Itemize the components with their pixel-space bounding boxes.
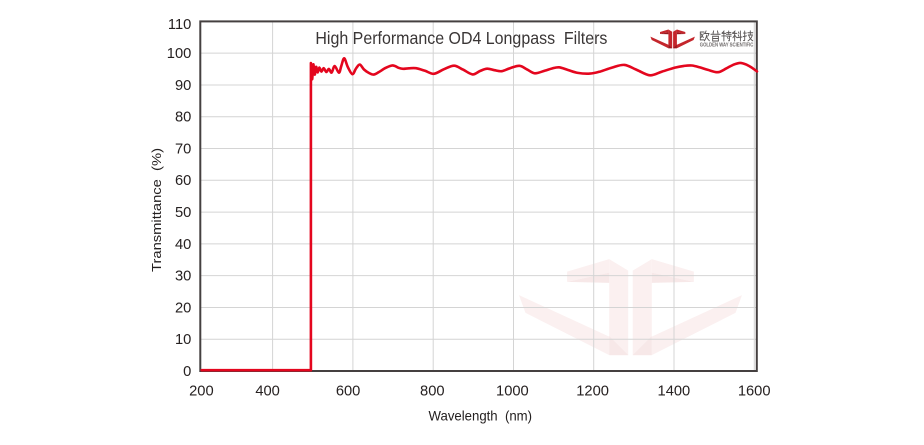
svg-text:1600: 1600 [738,384,771,400]
svg-text:10: 10 [175,332,191,348]
svg-text:GOLDEN WAY SCIENTIFIC: GOLDEN WAY SCIENTIFIC [700,43,754,49]
svg-text:100: 100 [167,46,192,62]
svg-text:400: 400 [255,384,280,400]
svg-text:0: 0 [183,364,191,380]
svg-text:1000: 1000 [496,384,529,400]
svg-text:90: 90 [175,78,191,94]
svg-text:600: 600 [336,384,361,400]
svg-text:20: 20 [175,300,191,316]
svg-text:Wavelength (nm): Wavelength (nm) [429,408,533,423]
svg-text:80: 80 [175,110,191,126]
svg-text:50: 50 [175,205,191,221]
svg-text:110: 110 [168,17,191,33]
svg-text:1200: 1200 [576,384,609,400]
svg-text:Transmittance (%): Transmittance (%) [149,148,164,272]
svg-text:70: 70 [175,141,191,157]
svg-text:High Performance OD4 Longpass: High Performance OD4 Longpass Filters [315,28,607,48]
svg-text:1400: 1400 [658,384,691,400]
svg-text:40: 40 [175,237,191,253]
svg-text:30: 30 [175,269,191,285]
svg-text:200: 200 [189,384,214,400]
svg-text:800: 800 [420,384,445,400]
svg-text:60: 60 [175,173,191,189]
